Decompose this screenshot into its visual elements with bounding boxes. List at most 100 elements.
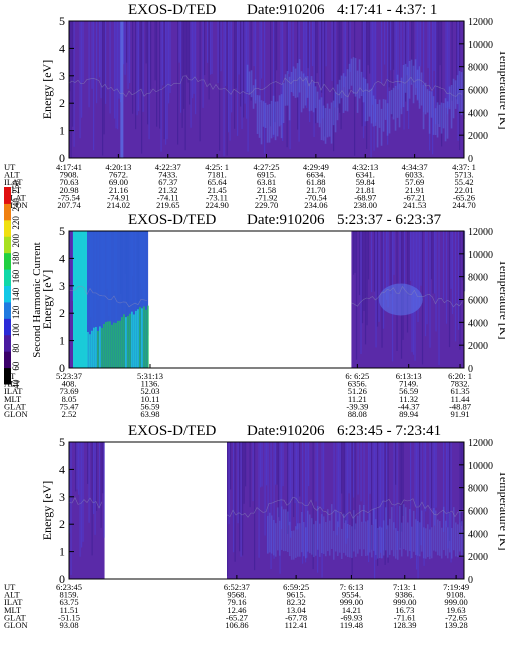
y-tick-label: 3 — [59, 490, 65, 504]
table-cell: 11.32 — [399, 394, 418, 404]
table-row-label: ALT — [4, 170, 21, 180]
table-row-label: ALT — [4, 590, 21, 600]
colorbar-tick-label: 200 — [11, 233, 21, 247]
table-cell: 75.47 — [59, 401, 78, 411]
y-right-tick-label: 8000 — [468, 63, 488, 74]
colorbar-swatch — [4, 351, 11, 369]
table-cell: 7:13: 1 — [393, 582, 417, 592]
table-cell: 65.64 — [208, 177, 228, 187]
table-cell: 11.21 — [348, 394, 367, 404]
table-cell: 52.03 — [140, 386, 159, 396]
panel-title: EXOS-D/TED Date:910206 6:23:45 - 7:23:41 — [128, 423, 441, 439]
table-cell: -74.91 — [107, 192, 129, 202]
y-tick-label: 4 — [59, 41, 65, 55]
panel-title-date: Date:910206 — [247, 2, 325, 18]
colorbar-tick-label: 60 — [11, 361, 21, 371]
table-row-label: GLON — [4, 409, 28, 419]
table-cell: 13.04 — [287, 605, 307, 615]
table-cell: -65.26 — [453, 192, 475, 202]
colorbar-swatch — [4, 334, 11, 352]
table-cell: 238.00 — [354, 200, 377, 210]
y-right-tick-label: 0 — [468, 364, 473, 375]
y-right-tick-label: 6000 — [468, 86, 488, 97]
table-cell: 7832. — [450, 379, 469, 389]
colorbar-tick-label: 120 — [11, 305, 21, 319]
table-cell: 21.32 — [158, 185, 177, 195]
spectrogram-panel-3: EXOS-D/TED Date:910206 6:23:45 - 7:23:41 0 1… — [4, 423, 505, 630]
table-cell: 21.81 — [356, 185, 375, 195]
y-tick-label: 4 — [59, 251, 65, 265]
table-cell: -74.11 — [157, 192, 179, 202]
table-cell: 6356. — [348, 379, 367, 389]
colorbar-tick-label: 100 — [11, 323, 21, 337]
table-cell: 7672. — [109, 170, 128, 180]
table-cell: 11.51 — [60, 605, 79, 615]
table-cell: 6033. — [405, 170, 424, 180]
table-cell: 89.94 — [399, 409, 419, 419]
y-axis-label: Energy [eV] — [40, 60, 54, 119]
y-right-axis-label: Temperature [K] — [497, 470, 505, 550]
table-cell: 2.52 — [62, 409, 77, 419]
table-cell: 106.86 — [225, 620, 248, 630]
colorbar-tick-label: 160 — [11, 269, 21, 283]
table-cell: -39.39 — [346, 401, 368, 411]
table-cell: 12.46 — [227, 605, 246, 615]
colorbar-tick-label: 80 — [11, 343, 21, 353]
table-cell: 14.21 — [342, 605, 361, 615]
orbit-parameter-table: UTALTILATMLTGLATGLON5:23:37408.73.698.05… — [4, 371, 472, 419]
table-row-label: GLAT — [4, 612, 27, 622]
table-cell: 4:27:25 — [254, 162, 280, 172]
table-cell: 9108. — [447, 590, 466, 600]
table-cell: 63.81 — [257, 177, 276, 187]
table-cell: 82.32 — [287, 597, 306, 607]
y-right-tick-label: 8000 — [468, 273, 488, 284]
table-cell: 6:20: 1 — [448, 371, 472, 381]
y-right-tick-label: 12000 — [468, 438, 493, 449]
y-right-tick-label: 6000 — [468, 296, 488, 307]
table-cell: 57.69 — [405, 177, 424, 187]
table-cell: 219.65 — [156, 200, 179, 210]
table-cell: 4:17:41 — [56, 162, 82, 172]
table-cell: 21.58 — [257, 185, 276, 195]
colorbar-swatch — [4, 187, 11, 204]
table-cell: -71.61 — [394, 612, 416, 622]
y-tick-label: 2 — [59, 306, 65, 320]
spectrogram-panel-1: EXOS-D/TED Date:910206 4:17:41 - 4:37: 1 0 1… — [4, 2, 505, 210]
colorbar-tick-label: 220 — [11, 216, 21, 230]
table-cell: 20.98 — [59, 185, 78, 195]
table-cell: 8159. — [59, 590, 78, 600]
table-cell: 91.91 — [450, 409, 469, 419]
table-row-label: GLON — [4, 200, 28, 210]
table-cell: -48.87 — [449, 401, 471, 411]
table-cell: 61.88 — [306, 177, 325, 187]
table-cell: 6915. — [257, 170, 276, 180]
table-cell: 7181. — [208, 170, 227, 180]
table-cell: 6341. — [356, 170, 375, 180]
panel-title: EXOS-D/TED Date:910206 4:17:41 - 4:37: 1 — [128, 2, 437, 18]
colorbar: 40 60 80 100 120 140 160 180 200 220 240 250 Second … — [4, 180, 43, 389]
table-cell: 9568. — [227, 590, 246, 600]
table-cell: 88.08 — [348, 409, 367, 419]
table-cell: 999.00 — [444, 597, 467, 607]
table-cell: 4:20:13 — [105, 162, 131, 172]
y-tick-label: 0 — [59, 151, 65, 165]
panel-title-date: Date:910206 — [247, 423, 325, 439]
table-cell: 999.00 — [340, 597, 363, 607]
table-cell: 16.73 — [395, 605, 414, 615]
table-cell: 408. — [62, 379, 77, 389]
table-cell: 7:19:49 — [443, 582, 469, 592]
table-row-label: MLT — [4, 605, 22, 615]
colorbar-tick-label: 40 — [11, 379, 21, 389]
table-row-label: UT — [4, 582, 16, 592]
table-cell: 7149. — [399, 379, 418, 389]
colorbar-swatch — [4, 301, 11, 319]
table-row-label: ILAT — [4, 597, 23, 607]
table-cell: 5:31:13 — [137, 371, 163, 381]
y-right-tick-label: 10000 — [468, 250, 493, 261]
table-cell: 999.00 — [393, 597, 416, 607]
y-right-tick-label: 4000 — [468, 529, 488, 540]
table-cell: 69.00 — [109, 177, 128, 187]
table-row-label: MLT — [4, 185, 22, 195]
table-cell: 229.70 — [255, 200, 278, 210]
